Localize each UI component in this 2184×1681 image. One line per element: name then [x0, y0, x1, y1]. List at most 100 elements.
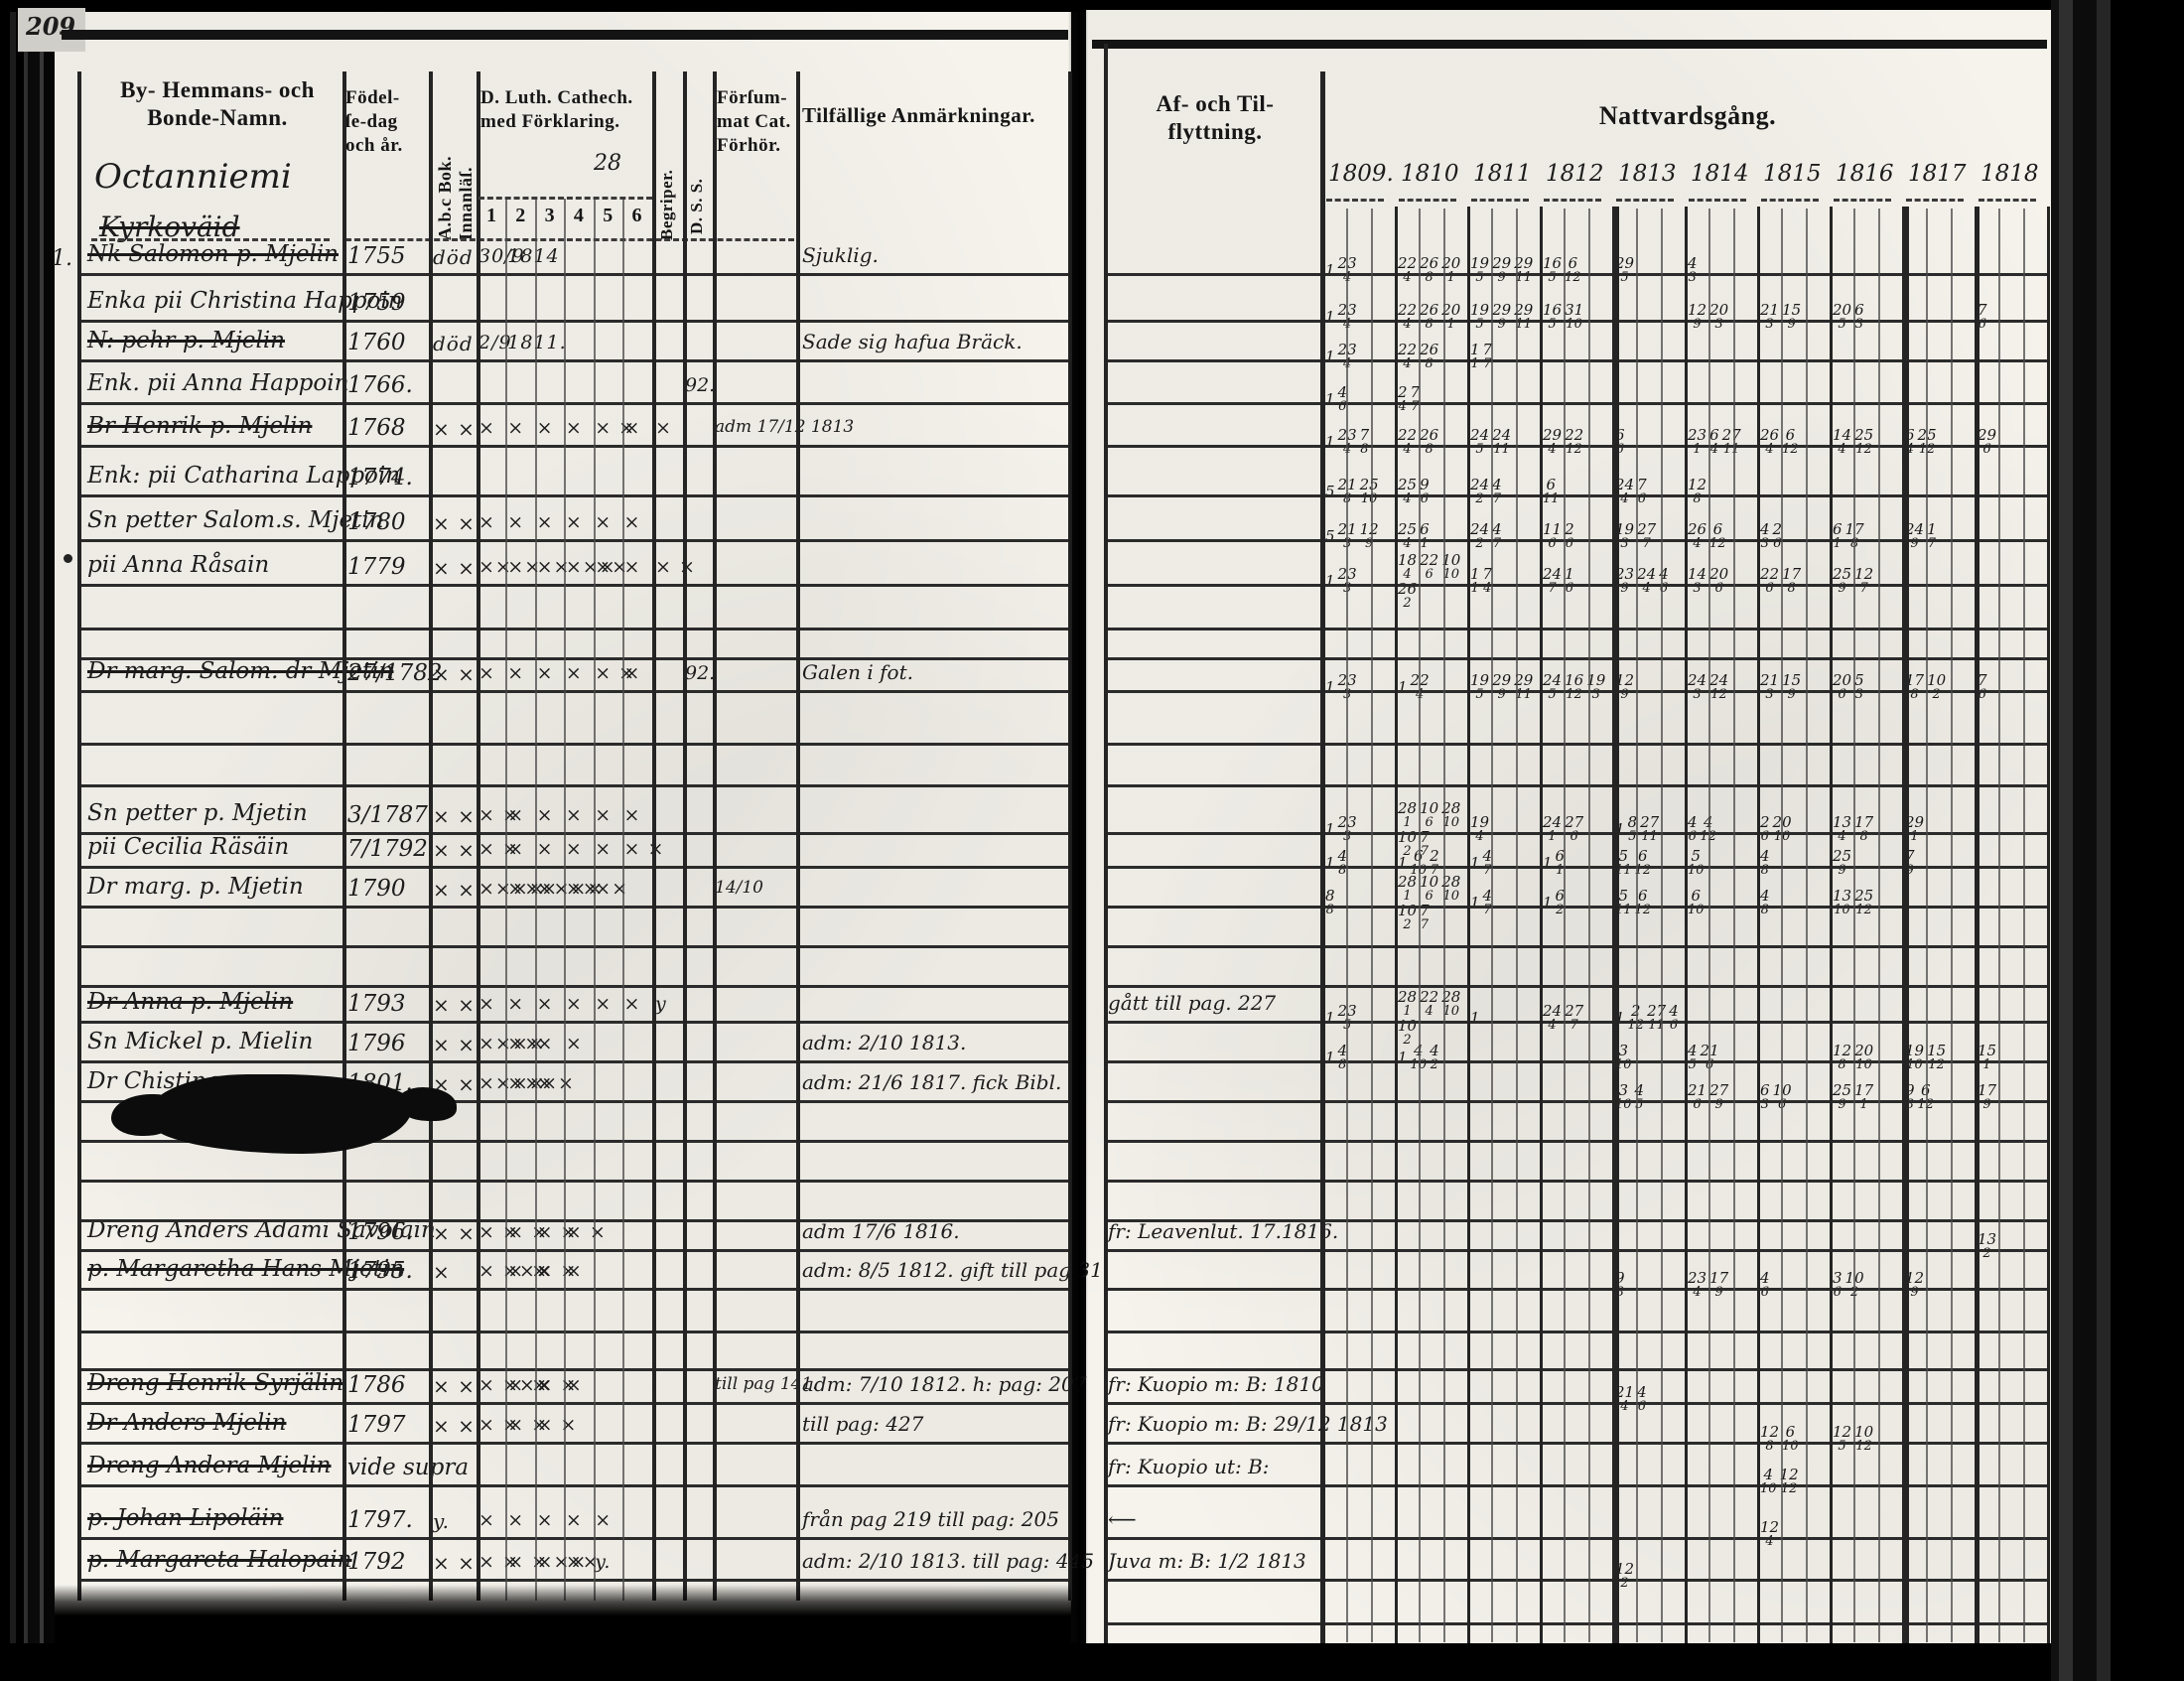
row-cat-mark: × ××× [478, 1374, 553, 1396]
communion-mark: 5 [1325, 483, 1335, 500]
row-abc-mark: död [433, 245, 474, 269]
communion-date: 19 5 [1470, 671, 1490, 702]
row-name: pii Cecilia Räsäin [87, 834, 290, 860]
cat-subcol-number: 3 [544, 205, 556, 226]
communion-date: 29 6 [1978, 426, 1997, 457]
row-cat-mark: ×××× [478, 1033, 546, 1054]
row-abc-mark: × × [433, 1221, 476, 1245]
row-cat-mark: 1814 [507, 245, 560, 267]
communion-dates-cell: 12 4 [1760, 1501, 1825, 1567]
communion-date: 29 9 [1492, 301, 1512, 332]
row-abc-mark: × [433, 1260, 451, 1284]
communion-date: 24 9 [1905, 520, 1925, 551]
communion-date: 26 8 [1420, 254, 1439, 285]
row-rule-left [77, 1219, 1068, 1222]
row-rule-right [1104, 945, 2047, 948]
communion-date: 24 2 [1470, 476, 1490, 506]
row-cat-mark: ×××× [536, 878, 605, 900]
row-rule-right [1104, 1622, 2047, 1625]
communion-date: 20 1 [1441, 254, 1461, 285]
communion-date: 14 3 [1688, 565, 1707, 596]
ink-dot [64, 554, 72, 563]
row-cat-mark: × [595, 993, 613, 1015]
communion-dates-cell: 22 4 26 8 20 1 [1398, 284, 1462, 350]
year-label: 1811 [1473, 161, 1532, 187]
communion-dates-cell: 20 5 6 3 [1833, 284, 1897, 350]
communion-date: 24 11 [1492, 426, 1512, 457]
communion-dates-cell: 24 7 1 6 [1543, 548, 1607, 614]
communion-date: 12 8 [1688, 476, 1707, 506]
row-cat-mark: × [623, 804, 641, 826]
cat-scribble: 28 [594, 151, 621, 176]
communion-date: 25 9 [1833, 565, 1852, 596]
communion-dates-cell: 24 9 1 7 [1905, 503, 1970, 569]
row-cat-mark: ×× [565, 1551, 600, 1573]
row-rule-left [77, 1442, 1068, 1445]
row-rule-left [77, 445, 1068, 448]
communion-dates-cell: 13 4 17 8 [1833, 796, 1897, 862]
communion-date: 20 3 [1709, 301, 1729, 332]
communion-date: 25 9 [1833, 847, 1852, 878]
year-underline [1544, 199, 1601, 202]
communion-dates-cell: 11 6 2 6 [1543, 503, 1607, 569]
communion-mark: 5 [1325, 527, 1335, 545]
communion-date: 28 10 [1441, 987, 1461, 1019]
row-rule-left [77, 985, 1068, 988]
communion-mark: 1 [1325, 433, 1335, 451]
top-rule-left [62, 30, 1068, 40]
communion-mark: 1 [1325, 1049, 1335, 1066]
communion-dates-cell: 29 1 [1905, 796, 1970, 862]
row-cat-mark: × × [478, 838, 519, 860]
row-remark: från pag 219 till pag: 205 [802, 1507, 1059, 1531]
row-rule-right [1104, 539, 2047, 542]
row-rule-left [77, 784, 1068, 787]
row-cat-mark: × × [478, 1551, 519, 1573]
communion-dates-cell: 17 8 10 2 [1905, 654, 1970, 720]
row-cat-mark: ××× [565, 556, 616, 578]
row-cat-mark: × × [507, 1414, 549, 1436]
row-abc-mark: × × [433, 1551, 476, 1575]
communion-date: 28 1 [1398, 798, 1418, 830]
communion-date: 19 5 [1470, 301, 1490, 332]
year-underline [1906, 199, 1964, 202]
communion-dates-cell: 5 11 6 12 [1615, 870, 1680, 935]
row-abc-mark: × × [433, 804, 476, 828]
row-rule-right [1104, 690, 2047, 693]
communion-date: 25 9 [1833, 1081, 1852, 1112]
communion-date: 24 5 [1470, 426, 1490, 457]
row-cat-mark: × [507, 1509, 525, 1531]
communion-date: 27 9 [1709, 1081, 1729, 1112]
year-subcolumn-rule [2023, 209, 2025, 1642]
row-rule-left [77, 1180, 1068, 1183]
communion-date: 24 5 [1543, 671, 1563, 702]
year-subcolumn-rule [1588, 209, 1590, 1642]
row-rule-right [1104, 1402, 2047, 1405]
year-underline [1471, 199, 1529, 202]
row-name: Sn petter Salom.s. Mjetin [87, 507, 384, 533]
place-name-struck: Kyrkoväid [99, 210, 240, 243]
ink-blot-drip [397, 1087, 457, 1121]
row-cat-mark: 2/9 [478, 332, 512, 353]
cat-subheader-dash [478, 197, 652, 200]
row-birth-year: 1755 [347, 243, 406, 269]
communion-date: 15 1 [1978, 1042, 1997, 1072]
communion-dates-cell: 21 4 4 6 [1615, 1366, 1680, 1432]
header-name-col-line2: Bonde-Namn. [147, 105, 288, 130]
row-cat-mark: ××× [536, 1551, 588, 1573]
row-abc-mark: × × [433, 556, 476, 580]
